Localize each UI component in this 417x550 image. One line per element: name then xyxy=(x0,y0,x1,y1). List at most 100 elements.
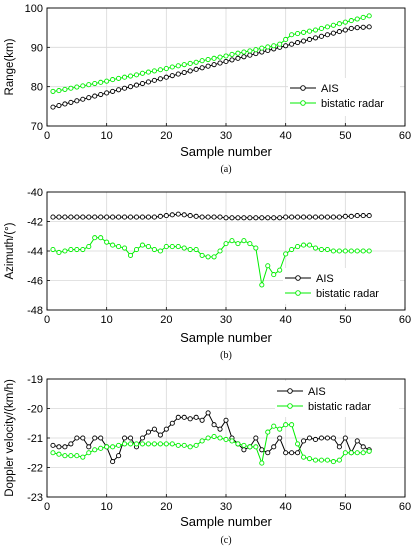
data-point xyxy=(289,422,295,428)
panel-caption: (b) xyxy=(220,350,232,361)
axes-frame xyxy=(46,191,406,311)
data-point xyxy=(187,68,193,74)
data-point xyxy=(116,442,122,448)
data-point xyxy=(330,435,336,441)
data-point xyxy=(127,435,134,441)
data-point xyxy=(324,246,330,253)
data-point xyxy=(223,436,229,443)
data-point xyxy=(229,238,235,244)
data-point xyxy=(163,441,169,447)
data-point xyxy=(68,441,74,447)
data-point xyxy=(116,244,122,250)
legend: AIS bistatic radar xyxy=(283,268,400,304)
data-point xyxy=(199,438,205,444)
x-axis-label: Sample number xyxy=(180,144,272,159)
data-point xyxy=(289,246,295,253)
data-point xyxy=(122,74,128,80)
data-point xyxy=(354,438,360,444)
data-point xyxy=(211,254,217,260)
data-point xyxy=(253,245,259,251)
data-point xyxy=(110,214,116,220)
data-point xyxy=(181,62,187,68)
data-point xyxy=(211,55,217,61)
data-point xyxy=(295,214,301,220)
data-point xyxy=(223,241,229,247)
y-tick-label: -21 xyxy=(27,433,43,445)
data-point xyxy=(127,252,134,258)
data-point xyxy=(360,24,366,30)
x-tick-label: 50 xyxy=(339,130,351,142)
data-point xyxy=(336,457,342,463)
data-point xyxy=(122,435,128,441)
data-point xyxy=(277,426,283,432)
data-point xyxy=(217,248,223,254)
legend-box xyxy=(275,381,399,417)
data-point xyxy=(366,13,372,19)
data-point xyxy=(241,447,247,453)
data-point xyxy=(98,91,104,98)
data-point xyxy=(289,41,295,47)
data-point xyxy=(312,245,319,251)
data-point xyxy=(92,93,98,99)
legend-marker xyxy=(300,100,306,106)
data-point xyxy=(86,95,92,101)
series-bistatic-radar xyxy=(50,235,372,288)
data-point xyxy=(295,31,301,37)
x-tick-label: 60 xyxy=(399,501,411,513)
data-point xyxy=(306,456,313,462)
data-point xyxy=(366,448,372,454)
data-point xyxy=(62,248,68,254)
data-point xyxy=(92,214,98,220)
x-tick-label: 20 xyxy=(160,130,172,142)
x-tick-label: 50 xyxy=(339,314,351,326)
data-point xyxy=(271,272,277,278)
chart-panel-3: 0 10 20 30 40 50 60 -23 -22 -21 -20 -19 Sample numbe… xyxy=(4,374,411,546)
panel-caption: (a) xyxy=(220,164,231,175)
x-tick-label: 20 xyxy=(160,314,172,326)
data-point xyxy=(187,246,193,253)
data-point xyxy=(330,214,336,220)
data-point xyxy=(175,71,181,77)
data-point xyxy=(217,426,223,432)
data-point xyxy=(110,88,116,94)
data-point xyxy=(277,215,283,221)
data-point xyxy=(74,435,80,441)
data-point xyxy=(133,246,140,253)
data-point xyxy=(223,58,229,65)
data-point xyxy=(92,447,98,453)
data-point xyxy=(235,441,241,447)
data-point xyxy=(253,444,259,450)
data-point xyxy=(163,74,169,80)
data-point xyxy=(306,28,313,34)
data-point xyxy=(139,70,146,76)
data-point xyxy=(68,246,74,253)
data-point xyxy=(289,32,295,38)
data-point xyxy=(175,442,181,448)
data-point xyxy=(312,35,319,41)
data-point xyxy=(229,57,235,63)
y-tick-label: 80 xyxy=(31,82,43,94)
data-point xyxy=(312,214,319,220)
data-point xyxy=(324,435,330,441)
data-point xyxy=(223,53,229,59)
data-point xyxy=(283,450,289,456)
y-tick-label: -19 xyxy=(27,374,43,386)
data-point xyxy=(330,248,336,254)
data-point xyxy=(283,214,289,220)
data-point xyxy=(122,245,128,251)
data-point xyxy=(56,451,62,457)
data-point xyxy=(80,435,86,441)
data-point xyxy=(336,21,342,27)
data-point xyxy=(86,82,92,88)
data-point xyxy=(211,62,217,68)
data-point xyxy=(56,249,62,256)
data-point xyxy=(199,65,205,71)
data-point xyxy=(110,77,116,83)
data-point xyxy=(181,245,187,251)
y-tick-label: -23 xyxy=(27,492,43,504)
data-point xyxy=(354,25,360,31)
data-point xyxy=(199,417,205,423)
data-point xyxy=(110,242,116,248)
data-point xyxy=(175,63,181,69)
data-point xyxy=(211,433,217,440)
